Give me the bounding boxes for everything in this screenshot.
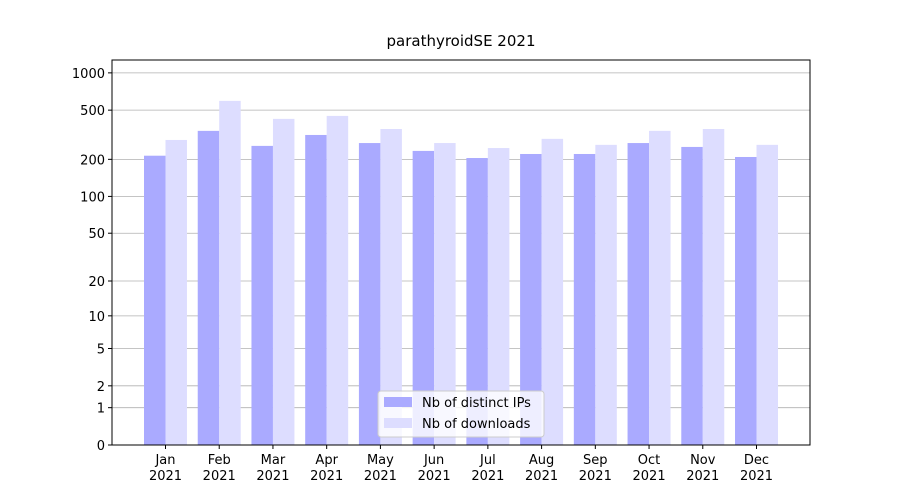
x-tick-label: Apr 2021	[310, 453, 344, 484]
y-tick-label: 50	[88, 227, 105, 242]
y-tick-label: 200	[80, 153, 105, 168]
y-tick-label: 2	[97, 380, 105, 395]
bar	[702, 129, 725, 446]
x-tick-label: Jul 2021	[471, 453, 505, 484]
y-tick-label: 500	[80, 104, 105, 119]
bar	[595, 144, 617, 446]
y-tick-label: 10	[88, 310, 105, 325]
bar	[466, 158, 488, 445]
y-tick-label: 1	[97, 402, 105, 417]
bar	[735, 156, 757, 445]
legend-swatch	[384, 397, 412, 407]
bar	[272, 118, 295, 445]
bar	[380, 129, 402, 446]
bar	[358, 143, 381, 445]
y-tick-label: 0	[97, 439, 105, 454]
bar	[573, 153, 596, 446]
legend-label: Nb of distinct IPs	[422, 396, 531, 411]
bar	[197, 130, 220, 445]
bar	[541, 138, 564, 446]
bar	[251, 145, 273, 445]
bar	[681, 146, 703, 445]
x-tick-label: Mar 2021	[256, 453, 290, 484]
bar	[627, 143, 650, 445]
x-tick-label: Sep 2021	[578, 453, 612, 484]
y-tick-label: 20	[88, 275, 105, 290]
bar	[326, 115, 349, 445]
legend-label: Nb of downloads	[422, 417, 531, 432]
bar	[305, 134, 327, 445]
bar	[165, 139, 187, 446]
bar	[219, 100, 241, 446]
bar	[412, 150, 435, 445]
bar	[144, 155, 166, 445]
x-tick-label: Aug 2021	[525, 453, 559, 484]
x-tick-label: Jan 2021	[148, 453, 183, 484]
y-tick-label: 1000	[72, 67, 105, 82]
x-tick-label: Jun 2021	[417, 453, 451, 484]
chart-title: parathyroidSE 2021	[387, 32, 536, 50]
legend-swatch	[384, 418, 412, 428]
legend-box	[377, 390, 545, 438]
bar	[520, 153, 542, 446]
legend: Nb of distinct IPs Nb of downloads	[377, 390, 545, 438]
y-tick-label: 100	[80, 190, 105, 205]
x-tick-label: Nov 2021	[686, 453, 720, 484]
x-tick-label: May 2021	[363, 453, 397, 484]
y-tick-label: 5	[97, 342, 105, 357]
bar	[487, 148, 510, 445]
bar	[434, 143, 456, 445]
bar	[649, 130, 671, 445]
x-tick-label: Dec 2021	[739, 453, 774, 484]
x-tick-label: Oct 2021	[632, 453, 666, 484]
axes-frame	[111, 59, 811, 446]
bar	[756, 144, 778, 446]
x-tick-label: Feb 2021	[202, 453, 236, 484]
